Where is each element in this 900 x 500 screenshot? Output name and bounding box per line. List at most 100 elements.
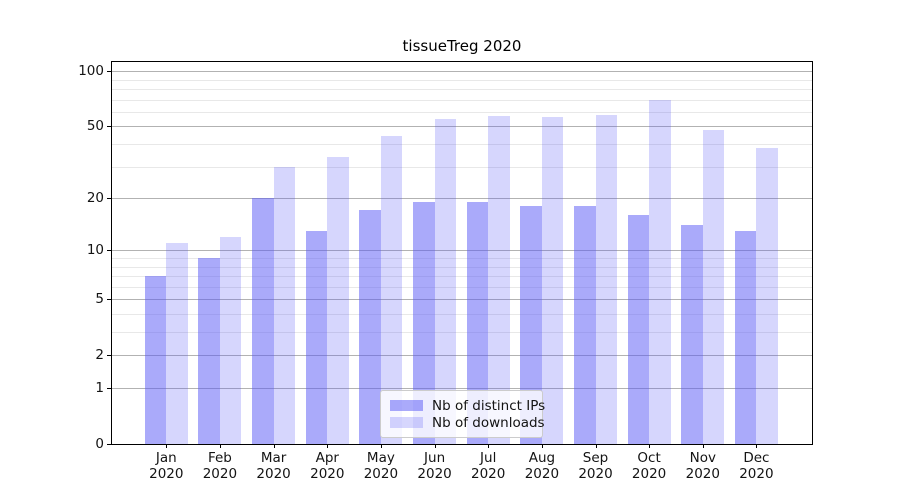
y-tick-label-1: 1 (95, 380, 104, 396)
legend: Nb of distinct IPs Nb of downloads (380, 390, 545, 438)
legend-swatch-downloads (390, 417, 423, 428)
x-tick-label-nov: Nov 2020 (673, 450, 733, 482)
x-tick-month: Oct (637, 450, 661, 466)
x-tick-mark (756, 444, 758, 448)
x-tick-month: Jul (480, 450, 497, 466)
x-tick-mark (380, 444, 382, 448)
y-gridline-minor (112, 276, 812, 277)
x-tick-year: 2020 (256, 466, 291, 482)
y-tick-mark (107, 126, 111, 128)
y-tick-label-20: 20 (86, 190, 104, 206)
x-tick-month: Sep (582, 450, 609, 466)
x-tick-mark (273, 444, 275, 448)
bar-downloads-may (380, 136, 403, 444)
y-gridline-major (112, 388, 812, 389)
bar-distinct-ips-sep (574, 206, 596, 444)
y-gridline-minor (112, 111, 812, 113)
x-tick-mark (649, 444, 651, 448)
x-tick-label-dec: Dec 2020 (726, 450, 786, 482)
x-tick-label-oct: Oct 2020 (619, 450, 679, 482)
legend-item-downloads: Nb of downloads (390, 414, 545, 431)
x-tick-mark (541, 444, 543, 448)
y-tick-label-5: 5 (95, 291, 104, 308)
x-tick-month: Jan (155, 450, 177, 466)
bar-downloads-mar (273, 166, 296, 444)
bar-distinct-ips-aug (520, 206, 542, 444)
x-tick-month: May (366, 450, 395, 466)
y-gridline-minor (112, 257, 812, 259)
y-tick-label-2: 2 (95, 347, 104, 364)
x-tick-month: Aug (528, 450, 556, 466)
bar-downloads-dec (756, 148, 778, 444)
x-tick-label-feb: Feb 2020 (190, 450, 250, 482)
y-gridline-major (112, 250, 812, 252)
x-tick-month: Feb (207, 450, 232, 466)
x-tick-mark (166, 444, 168, 448)
bar-distinct-ips-feb (198, 257, 220, 444)
x-tick-month: Apr (315, 450, 339, 466)
x-tick-year: 2020 (310, 466, 345, 482)
x-tick-month: Mar (260, 450, 287, 466)
x-tick-mark (434, 444, 436, 448)
bar-downloads-jan (166, 243, 188, 444)
x-tick-year: 2020 (631, 466, 667, 482)
x-tick-mark (488, 444, 490, 448)
bar-distinct-ips-jan (144, 276, 167, 444)
x-tick-year: 2020 (363, 466, 399, 482)
chart-title: tissueTreg 2020 (402, 37, 522, 55)
y-gridline-major (112, 299, 812, 301)
y-gridline-minor (112, 88, 812, 90)
y-gridline-major (112, 198, 812, 199)
x-tick-month: Nov (689, 450, 716, 466)
x-tick-label-jul: Jul 2020 (458, 450, 518, 482)
bar-downloads-oct (649, 99, 671, 444)
y-gridline-minor (112, 266, 812, 268)
bar-downloads-jun (434, 118, 457, 444)
x-tick-label-mar: Mar 2020 (244, 450, 304, 482)
bar-downloads-nov (702, 129, 725, 444)
legend-item-ips: Nb of distinct IPs (390, 397, 545, 414)
x-tick-year: 2020 (739, 466, 774, 482)
y-tick-mark (107, 355, 111, 357)
y-gridline-major (112, 71, 812, 73)
x-tick-label-jan: Jan 2020 (136, 450, 196, 482)
x-tick-year: 2020 (202, 466, 238, 482)
bar-downloads-jul (488, 115, 510, 444)
bar-distinct-ips-oct (627, 215, 650, 444)
legend-swatch-ips (390, 400, 423, 411)
y-gridline-minor (112, 99, 812, 101)
x-tick-year: 2020 (524, 466, 560, 482)
bar-distinct-ips-apr (305, 230, 328, 444)
x-tick-mark (327, 444, 329, 448)
y-tick-mark (107, 299, 111, 301)
x-tick-year: 2020 (149, 466, 184, 482)
y-gridline-major (112, 126, 812, 128)
x-tick-label-apr: Apr 2020 (297, 450, 357, 482)
bar-downloads-sep (595, 114, 617, 444)
x-tick-mark (595, 444, 597, 448)
bar-distinct-ips-dec (734, 230, 757, 444)
y-gridline-minor (112, 79, 812, 81)
bar-distinct-ips-jun (413, 201, 435, 444)
x-tick-label-may: May 2020 (351, 450, 411, 482)
y-gridline-minor (112, 332, 812, 333)
y-tick-mark (107, 198, 111, 199)
y-tick-mark (107, 388, 111, 389)
x-tick-month: Dec (743, 450, 770, 466)
bar-distinct-ips-jul (466, 201, 489, 444)
y-tick-mark (107, 71, 111, 73)
x-tick-label-jun: Jun 2020 (405, 450, 465, 482)
bar-distinct-ips-nov (681, 225, 703, 444)
y-tick-label-10: 10 (86, 242, 104, 259)
bar-distinct-ips-mar (252, 198, 274, 444)
bar-downloads-apr (327, 156, 349, 444)
x-tick-mark (219, 444, 221, 448)
x-tick-year: 2020 (578, 466, 613, 482)
y-gridline-minor (112, 166, 812, 168)
plot-area (111, 61, 813, 445)
y-gridline-minor (112, 286, 812, 288)
y-tick-label-0: 0 (95, 436, 104, 452)
y-tick-mark (107, 250, 111, 252)
y-gridline-minor (112, 143, 812, 145)
